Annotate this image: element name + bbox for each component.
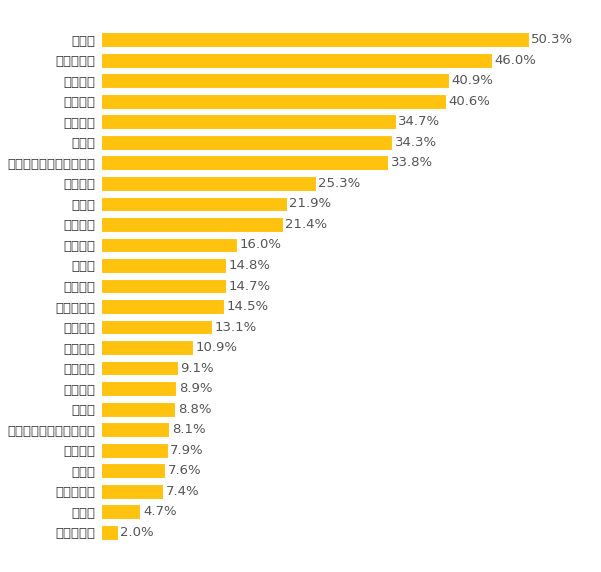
Text: 14.8%: 14.8% [229,259,271,272]
Text: 25.3%: 25.3% [319,177,361,190]
Text: 4.7%: 4.7% [143,505,177,518]
Bar [100,73,448,88]
Bar [100,197,287,211]
Bar [100,94,446,109]
Text: 7.6%: 7.6% [168,464,201,477]
Bar [100,402,175,416]
Text: 10.9%: 10.9% [196,341,238,354]
Text: 40.6%: 40.6% [448,95,490,108]
Bar [100,237,237,252]
Bar [100,340,194,355]
Text: 21.4%: 21.4% [285,218,328,231]
Text: 34.3%: 34.3% [395,136,437,149]
Bar [100,258,227,273]
Text: 2.0%: 2.0% [120,526,154,539]
Text: 40.9%: 40.9% [451,74,493,88]
Bar [100,361,178,375]
Text: 14.5%: 14.5% [227,300,269,313]
Text: 7.4%: 7.4% [166,484,200,498]
Text: 8.1%: 8.1% [172,423,206,436]
Bar [100,484,163,499]
Bar [100,320,212,335]
Bar [100,156,388,170]
Text: 13.1%: 13.1% [215,320,257,333]
Bar [100,381,176,396]
Bar [100,279,225,293]
Text: 50.3%: 50.3% [531,33,573,46]
Bar [100,53,492,67]
Bar [100,525,118,540]
Text: 33.8%: 33.8% [391,156,433,169]
Bar [100,299,224,314]
Text: 7.9%: 7.9% [170,444,204,456]
Bar [100,505,141,519]
Bar [100,422,169,437]
Text: 9.1%: 9.1% [180,362,214,375]
Text: 8.9%: 8.9% [178,382,212,395]
Text: 46.0%: 46.0% [495,54,536,67]
Bar [100,217,282,232]
Text: 34.7%: 34.7% [398,116,441,128]
Text: 14.7%: 14.7% [228,280,270,292]
Bar [100,114,396,129]
Text: 16.0%: 16.0% [239,239,281,252]
Bar [100,32,528,47]
Bar [100,176,316,191]
Bar [100,443,168,458]
Bar [100,463,165,478]
Bar [100,135,392,150]
Text: 21.9%: 21.9% [290,197,332,210]
Text: 8.8%: 8.8% [178,403,212,416]
